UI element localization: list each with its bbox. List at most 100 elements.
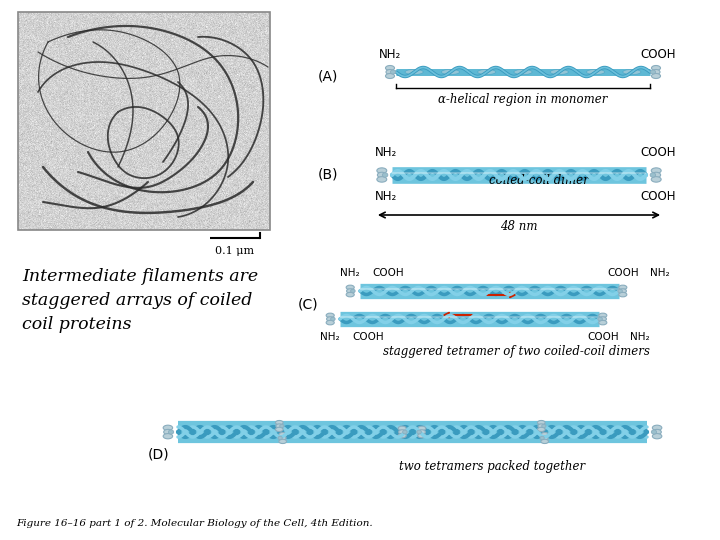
Text: Intermediate filaments are: Intermediate filaments are <box>22 268 258 285</box>
Ellipse shape <box>550 70 568 75</box>
Text: COOH: COOH <box>640 191 676 204</box>
Ellipse shape <box>652 177 661 182</box>
Ellipse shape <box>653 429 661 435</box>
Text: α-helical region in monomer: α-helical region in monomer <box>438 93 608 106</box>
Ellipse shape <box>477 70 496 75</box>
Ellipse shape <box>652 434 662 439</box>
Ellipse shape <box>398 426 406 431</box>
Ellipse shape <box>163 425 173 430</box>
Ellipse shape <box>541 433 549 437</box>
Text: NH₂: NH₂ <box>340 268 360 278</box>
Ellipse shape <box>279 433 287 437</box>
Ellipse shape <box>280 424 284 428</box>
Ellipse shape <box>398 433 406 438</box>
Text: COOH: COOH <box>588 332 618 342</box>
Ellipse shape <box>326 320 334 325</box>
Ellipse shape <box>599 317 606 321</box>
Ellipse shape <box>168 430 174 434</box>
Text: (B): (B) <box>318 168 338 182</box>
Ellipse shape <box>538 424 545 428</box>
Bar <box>18 12 270 230</box>
Ellipse shape <box>599 320 607 325</box>
Text: coiled-coil dimer: coiled-coil dimer <box>489 174 589 187</box>
Text: COOH: COOH <box>352 332 384 342</box>
Ellipse shape <box>402 430 407 434</box>
Ellipse shape <box>278 436 282 440</box>
Text: (D): (D) <box>148 447 170 461</box>
Ellipse shape <box>279 436 286 440</box>
Ellipse shape <box>163 429 172 435</box>
Ellipse shape <box>652 425 662 430</box>
Ellipse shape <box>418 430 426 434</box>
Ellipse shape <box>163 434 173 439</box>
Text: NH₂: NH₂ <box>320 332 340 342</box>
Ellipse shape <box>399 430 406 434</box>
Ellipse shape <box>618 289 622 293</box>
Ellipse shape <box>541 436 548 440</box>
Ellipse shape <box>652 73 660 78</box>
Text: two tetramers packed together: two tetramers packed together <box>400 460 585 473</box>
Ellipse shape <box>541 424 546 428</box>
Ellipse shape <box>326 313 334 318</box>
Text: NH₂: NH₂ <box>630 332 650 342</box>
Ellipse shape <box>346 285 354 289</box>
Ellipse shape <box>599 313 607 318</box>
Ellipse shape <box>441 70 459 75</box>
Text: NH₂: NH₂ <box>375 191 397 204</box>
Text: COOH: COOH <box>607 268 639 278</box>
Ellipse shape <box>346 292 354 297</box>
Ellipse shape <box>652 430 657 434</box>
Ellipse shape <box>619 289 626 293</box>
Ellipse shape <box>418 433 426 438</box>
Text: COOH: COOH <box>372 268 404 278</box>
Ellipse shape <box>327 317 334 321</box>
Ellipse shape <box>652 172 661 178</box>
Ellipse shape <box>279 439 287 443</box>
Ellipse shape <box>418 426 426 431</box>
Text: staggered arrays of coiled: staggered arrays of coiled <box>22 292 253 309</box>
Text: staggered tetramer of two coiled-coil dimers: staggered tetramer of two coiled-coil di… <box>383 345 650 358</box>
Text: NH₂: NH₂ <box>375 146 397 159</box>
Ellipse shape <box>377 172 386 178</box>
Ellipse shape <box>650 173 656 177</box>
Ellipse shape <box>652 70 660 75</box>
Ellipse shape <box>598 317 603 321</box>
Ellipse shape <box>330 317 335 321</box>
Ellipse shape <box>623 70 641 75</box>
Ellipse shape <box>417 430 421 434</box>
Ellipse shape <box>541 439 549 443</box>
Ellipse shape <box>650 70 655 74</box>
Ellipse shape <box>652 168 661 173</box>
Ellipse shape <box>276 427 283 431</box>
Ellipse shape <box>346 289 354 293</box>
Ellipse shape <box>652 65 660 71</box>
Ellipse shape <box>540 436 544 440</box>
Ellipse shape <box>276 424 283 428</box>
Text: NH₂: NH₂ <box>650 268 670 278</box>
Ellipse shape <box>351 289 355 293</box>
Ellipse shape <box>385 73 395 78</box>
Text: COOH: COOH <box>640 48 676 60</box>
Text: 48 nm: 48 nm <box>500 220 538 233</box>
Text: coil proteins: coil proteins <box>22 316 132 333</box>
Ellipse shape <box>386 70 394 75</box>
Ellipse shape <box>385 65 395 71</box>
Text: (C): (C) <box>298 298 319 312</box>
Ellipse shape <box>382 173 388 177</box>
Text: Figure 16–16 part 1 of 2. Molecular Biology of the Cell, 4th Edition.: Figure 16–16 part 1 of 2. Molecular Biol… <box>16 519 373 528</box>
Text: COOH: COOH <box>640 146 676 159</box>
Text: 0.1 μm: 0.1 μm <box>215 246 255 256</box>
Ellipse shape <box>377 177 387 182</box>
Text: (A): (A) <box>318 69 338 83</box>
Ellipse shape <box>537 427 545 431</box>
Ellipse shape <box>377 168 387 173</box>
Ellipse shape <box>618 292 627 297</box>
Ellipse shape <box>618 285 627 289</box>
Ellipse shape <box>405 70 423 75</box>
Ellipse shape <box>390 70 395 74</box>
Ellipse shape <box>587 70 605 75</box>
Ellipse shape <box>537 421 545 425</box>
Ellipse shape <box>514 70 532 75</box>
Text: NH₂: NH₂ <box>379 48 401 60</box>
Ellipse shape <box>276 421 283 425</box>
